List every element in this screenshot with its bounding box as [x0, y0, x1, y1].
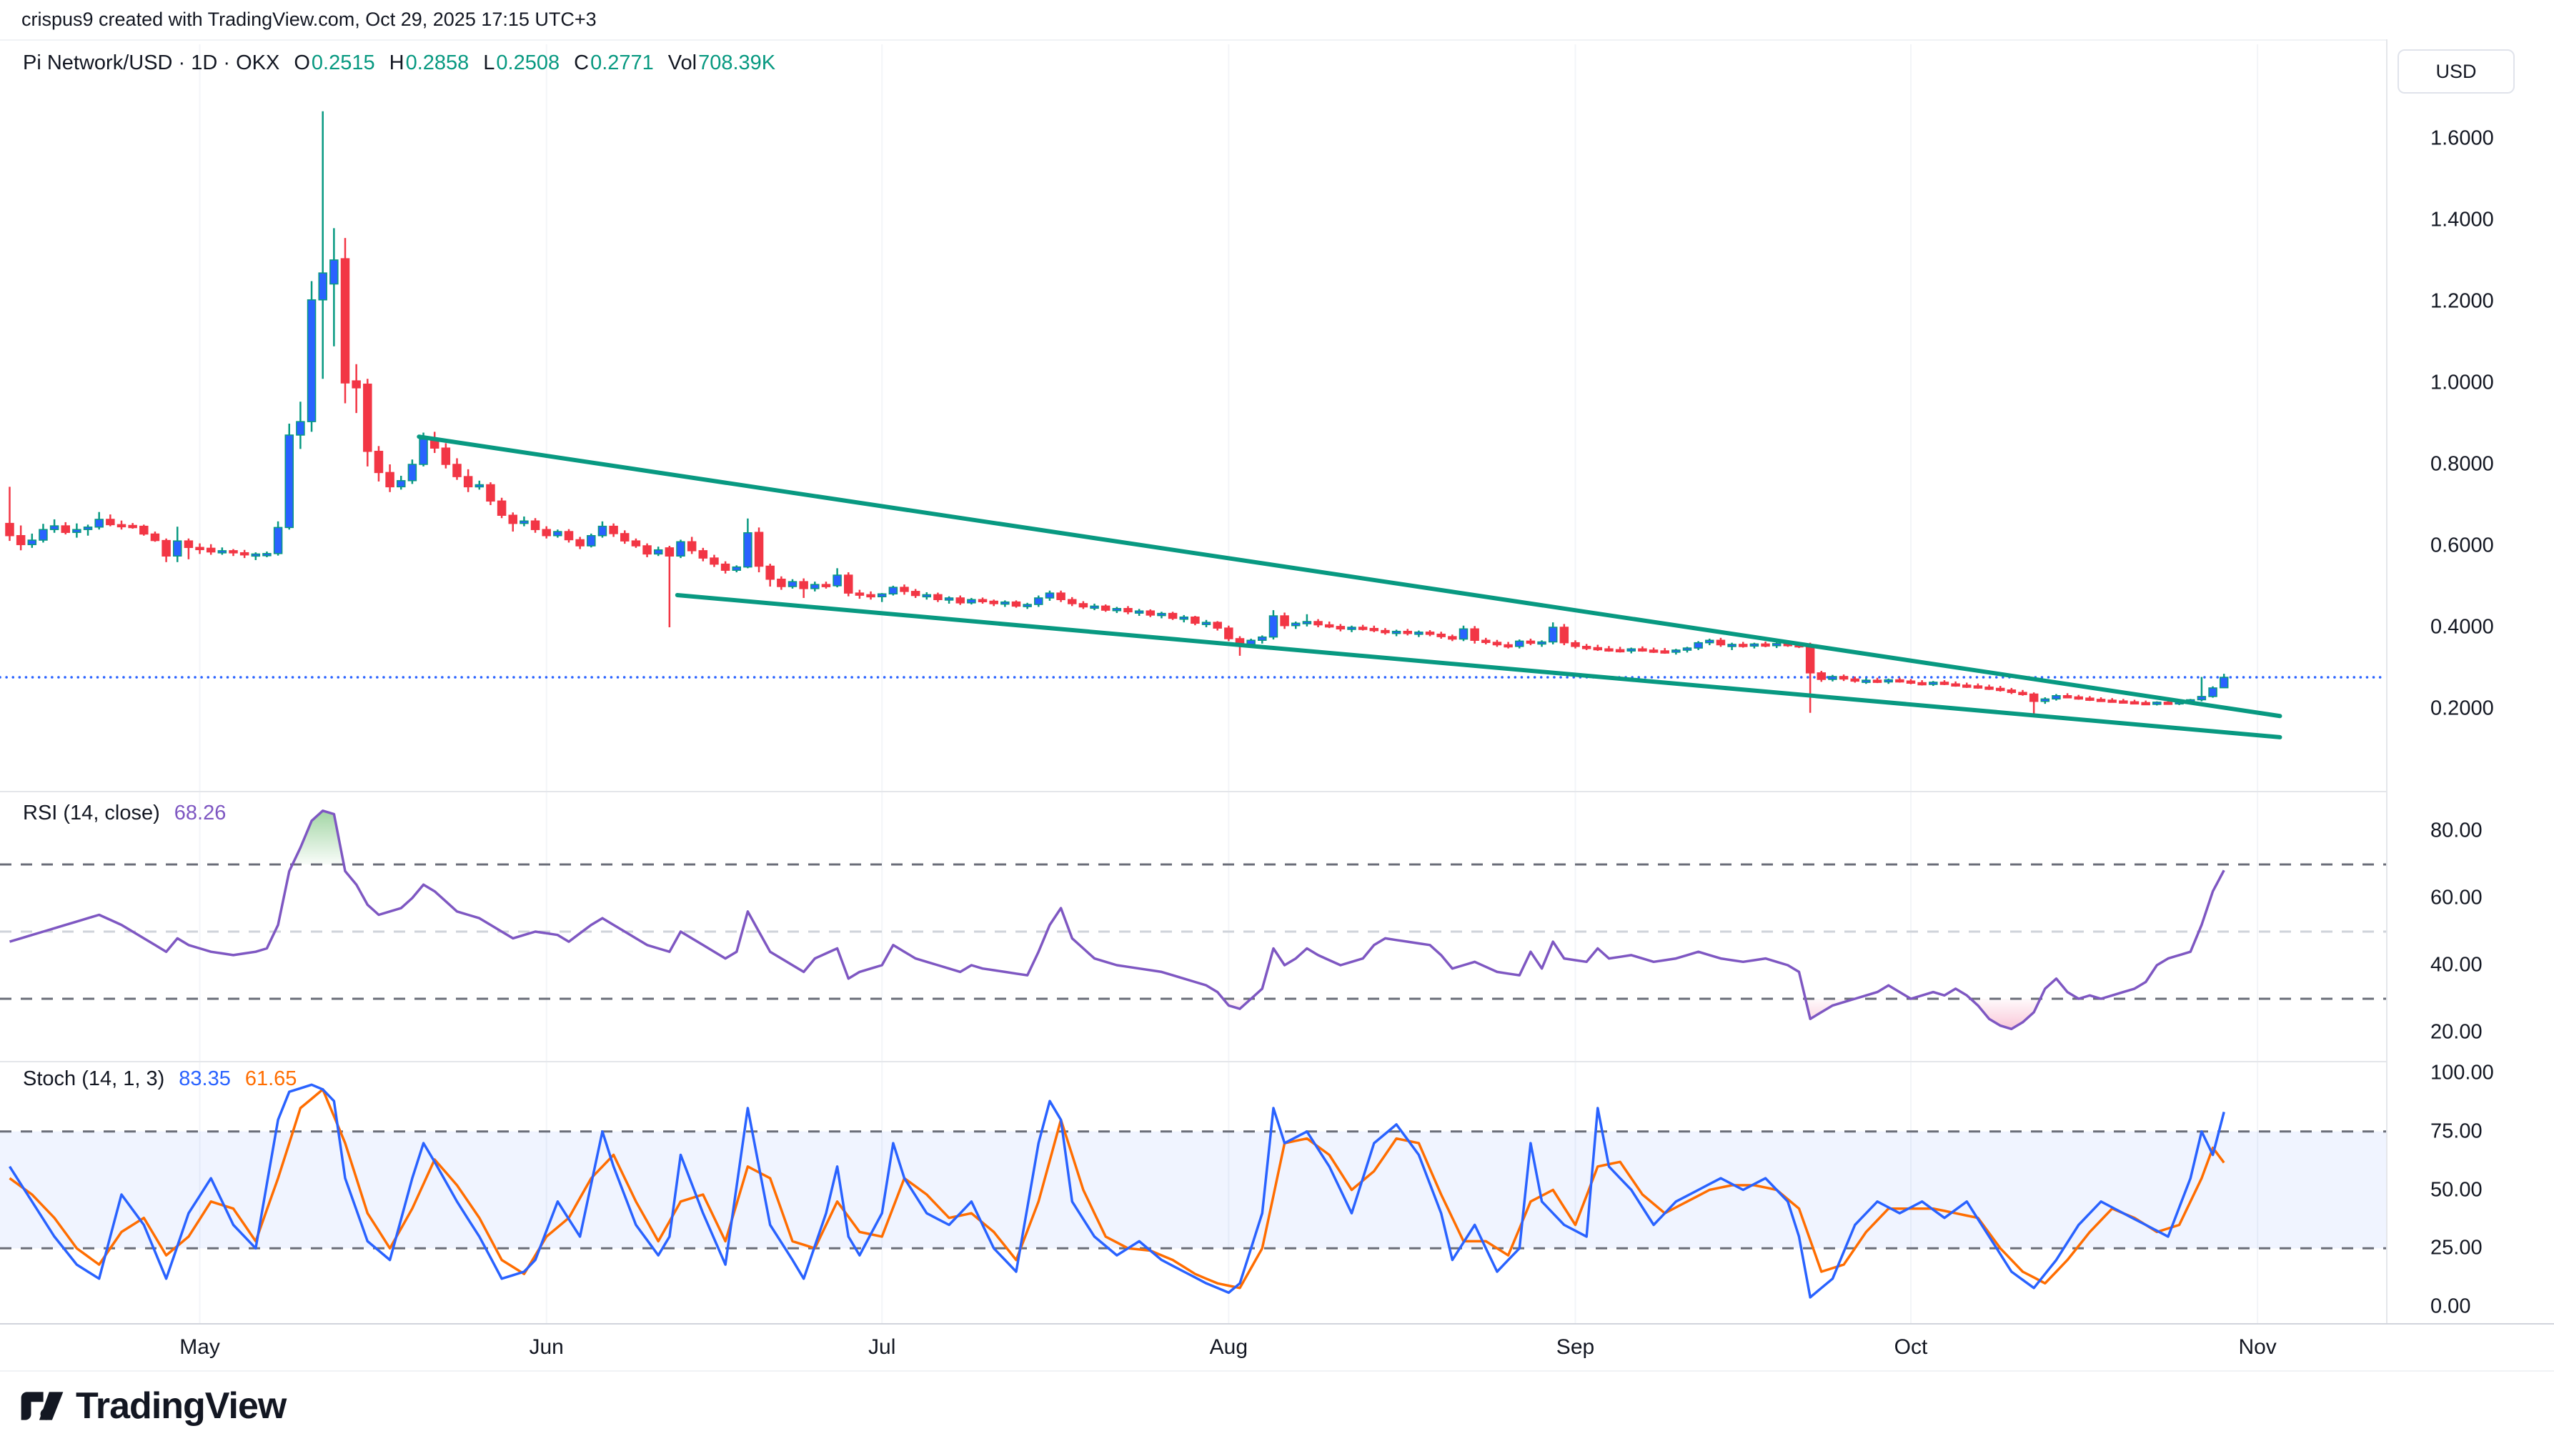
rsi-tick: 40.00	[2430, 953, 2483, 977]
currency-button[interactable]: USD	[2398, 49, 2515, 94]
stoch-tick: 25.00	[2430, 1236, 2483, 1260]
month-label-aug: Aug	[1209, 1335, 1248, 1359]
stoch-tick: 0.00	[2430, 1295, 2471, 1318]
rsi-tick: 80.00	[2430, 819, 2483, 842]
month-label-nov: Nov	[2238, 1335, 2277, 1359]
month-label-jul: Jul	[868, 1335, 896, 1359]
stoch-tick: 50.00	[2430, 1178, 2483, 1201]
price-tick: 0.6000	[2430, 534, 2494, 557]
stoch-tick: 75.00	[2430, 1120, 2483, 1143]
rsi-tick: 60.00	[2430, 886, 2483, 909]
month-label-oct: Oct	[1894, 1335, 1928, 1359]
price-tick: 1.2000	[2430, 289, 2494, 313]
price-axis[interactable]: USD 1.6000 1.4000 1.2000 1.0000 0.8000 0.6000…	[2386, 39, 2554, 1369]
tradingview-logo[interactable]	[20, 1388, 64, 1424]
footer: TradingView	[20, 1385, 287, 1427]
stoch-tick: 100.00	[2430, 1061, 2494, 1084]
price-tick: 1.4000	[2430, 208, 2494, 231]
price-tick: 0.4000	[2430, 615, 2494, 639]
time-axis[interactable]: May Jun Jul Aug Sep Oct Nov	[0, 1323, 2554, 1372]
brand-wordmark: TradingView	[76, 1385, 287, 1427]
rsi-tick: 20.00	[2430, 1020, 2483, 1044]
price-tick: 0.2000	[2430, 697, 2494, 720]
price-tick: 1.0000	[2430, 371, 2494, 394]
credit-bar: crispus9 created with TradingView.com, O…	[0, 0, 2554, 41]
price-tick: 1.6000	[2430, 126, 2494, 150]
month-label-jun: Jun	[529, 1335, 564, 1359]
credit-text: crispus9 created with TradingView.com, O…	[21, 9, 597, 30]
month-label-sep: Sep	[1556, 1335, 1595, 1359]
price-tick: 0.8000	[2430, 452, 2494, 476]
month-label-may: May	[179, 1335, 220, 1359]
